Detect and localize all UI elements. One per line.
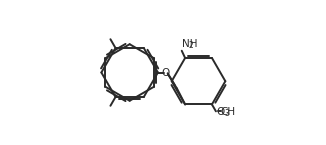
Text: O: O [162, 68, 170, 77]
Text: NH: NH [183, 39, 198, 49]
Text: O: O [216, 107, 225, 117]
Text: 3: 3 [225, 109, 230, 118]
Text: CH: CH [221, 107, 236, 117]
Text: 2: 2 [188, 41, 193, 50]
